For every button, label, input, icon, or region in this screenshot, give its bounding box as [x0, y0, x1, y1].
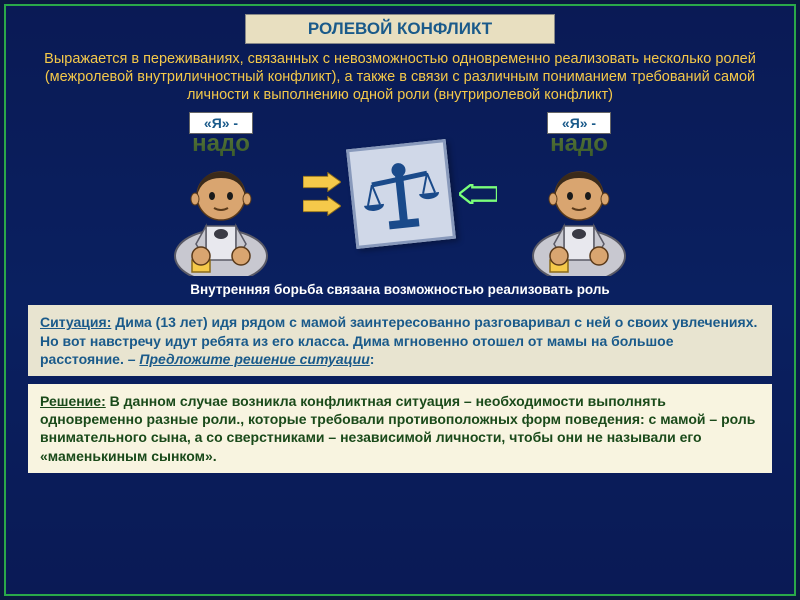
solution-text: В данном случае возникла конфликтная сит… [40, 393, 755, 464]
person-right-icon [524, 156, 634, 276]
person-right: «Я» - надо [509, 112, 649, 276]
diagram-caption: Внутренняя борьба связана возможностью р… [6, 282, 794, 297]
arrow-left-icon [459, 184, 497, 204]
person-left: «Я» - надо [151, 112, 291, 276]
scales-box [346, 139, 456, 249]
arrow-group-left [303, 172, 341, 216]
diagram-row: «Я» - надо [6, 112, 794, 276]
nado-left: надо [192, 130, 250, 158]
solution-label: Решение: [40, 393, 106, 409]
title-box: РОЛЕВОЙ КОНФЛИКТ [245, 14, 555, 44]
arrows-center [303, 144, 497, 244]
situation-box: Ситуация: Дима (13 лет) идя рядом с мамо… [28, 305, 772, 376]
situation-label: Ситуация: [40, 314, 111, 330]
nado-right: надо [550, 130, 608, 158]
situation-prompt: Предложите решение ситуации [139, 351, 369, 367]
scales-icon [357, 150, 445, 238]
arrow-right-icon [303, 172, 341, 192]
slide-frame: РОЛЕВОЙ КОНФЛИКТ Выражается в переживани… [4, 4, 796, 596]
description-text: Выражается в переживаниях, связанных с н… [32, 50, 768, 104]
slide-title: РОЛЕВОЙ КОНФЛИКТ [308, 19, 492, 38]
arrow-right-icon [303, 196, 341, 216]
person-left-icon [166, 156, 276, 276]
solution-box: Решение: В данном случае возникла конфли… [28, 384, 772, 473]
